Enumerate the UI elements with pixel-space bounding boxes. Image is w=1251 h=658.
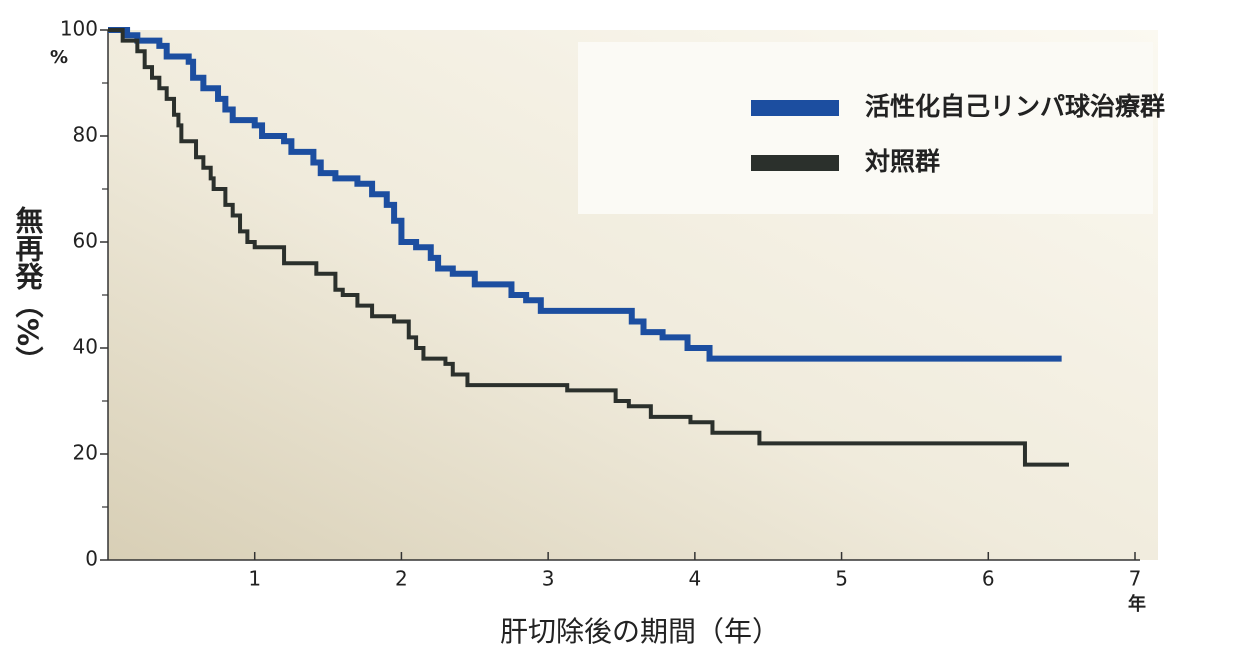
- legend-swatch: [751, 100, 839, 116]
- y-tick-label: 80: [73, 123, 98, 147]
- y-tick-label: 60: [73, 229, 98, 253]
- x-tick-label: 4: [688, 567, 701, 591]
- y-axis-label: 無再発（%）: [12, 206, 45, 374]
- x-tick-label: 5: [835, 567, 848, 591]
- x-tick-label: 7: [1129, 567, 1142, 591]
- legend-label: 対照群: [865, 147, 940, 176]
- x-tick-label: 2: [395, 567, 408, 591]
- y-tick-label: 0: [85, 547, 98, 571]
- x-tick-label: 3: [542, 567, 555, 591]
- y-tick-label: 40: [73, 335, 98, 359]
- y-tick-label: 20: [73, 441, 98, 465]
- legend-label: 活性化自己リンパ球治療群: [865, 92, 1165, 121]
- x-unit: 年: [1128, 593, 1146, 615]
- x-tick-label: 6: [982, 567, 995, 591]
- legend-swatch: [751, 155, 839, 171]
- x-axis-label: 肝切除後の期間（年）: [500, 615, 780, 648]
- x-label-box: [432, 598, 852, 658]
- y-unit: %: [50, 47, 68, 68]
- x-tick-label: 1: [248, 567, 261, 591]
- y-tick-label: 100: [60, 17, 98, 41]
- survival-line: [108, 28, 1069, 467]
- survival-line: [108, 27, 1062, 362]
- legend-box: [578, 42, 1153, 214]
